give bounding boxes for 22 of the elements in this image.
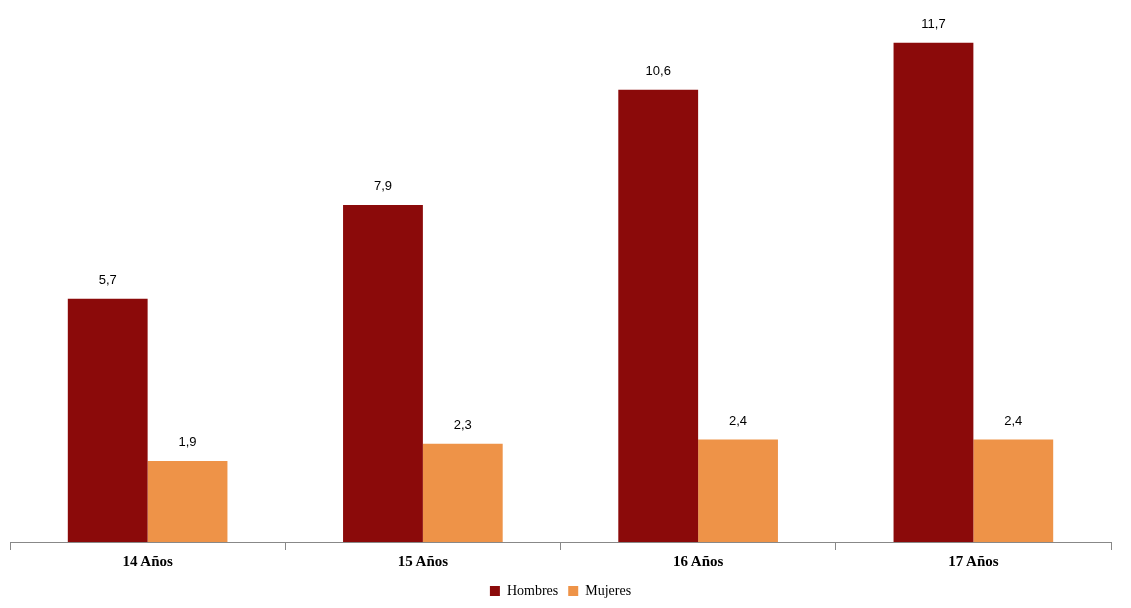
x-tick-label: 16 Años [672,552,724,569]
data-label: 2,4 [1004,412,1023,428]
bar [618,89,699,542]
data-label: 5,7 [98,271,117,287]
bar [698,439,778,542]
data-label: 10,6 [645,62,671,78]
bar [147,460,228,542]
x-tick-label: 14 Años [122,552,173,569]
legend-label: Hombres [506,582,559,598]
data-label: 2,3 [453,416,472,432]
x-tick-label: 15 Años [397,552,449,569]
x-tick-label: 17 Años [948,552,999,569]
bar [422,443,503,542]
data-label: 11,7 [921,15,946,31]
bar [67,298,148,542]
bar [973,439,1054,542]
bar [343,204,423,542]
data-label: 2,4 [729,412,748,428]
data-label: 1,9 [178,434,197,450]
data-label: 7,9 [373,178,392,194]
legend-label: Mujeres [585,582,632,598]
bar [893,42,974,542]
